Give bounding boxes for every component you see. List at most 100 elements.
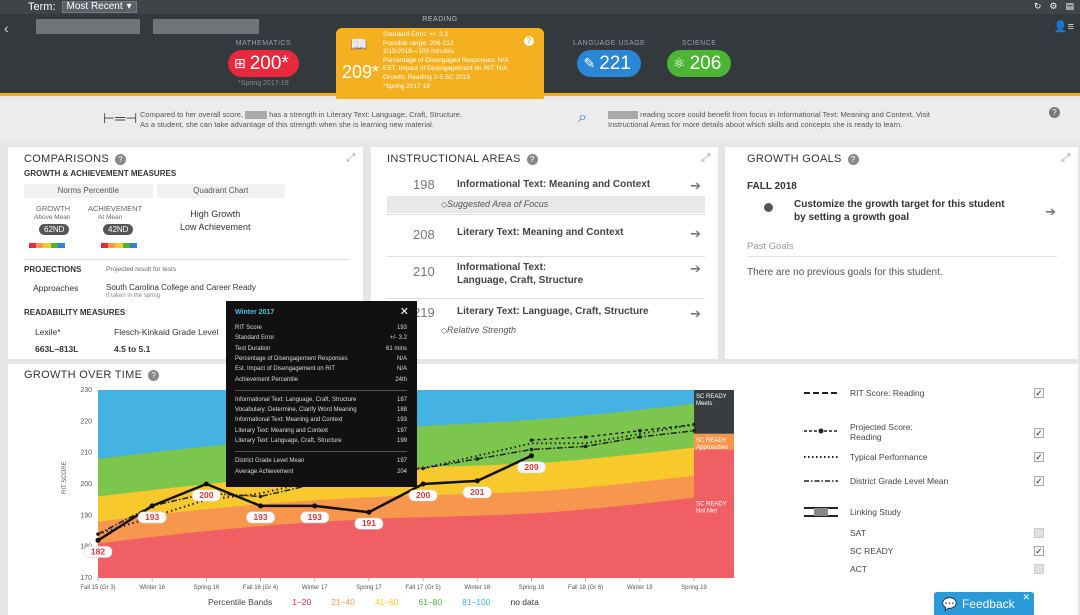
instruction-row[interactable]: 210 Informational Text: Language, Craft,… — [387, 259, 705, 299]
tooltip-row: RIT Score 193 — [235, 325, 407, 331]
back-arrow-icon[interactable]: ‹ — [4, 20, 9, 36]
science-score[interactable]: SCIENCE ⚛ 206 — [667, 40, 732, 77]
rit-range: 219 — [413, 305, 435, 320]
rit-point — [474, 478, 480, 484]
goal-bullet-icon — [764, 203, 773, 212]
checkbox[interactable]: ✓ — [1034, 476, 1044, 486]
checkbox[interactable] — [1034, 528, 1044, 538]
top-bar: Term: Most Recent ▾ ↻ ⚙ ▤ — [0, 0, 1080, 14]
close-icon[interactable]: ✕ — [1022, 592, 1030, 602]
pencil-icon: ✎ — [583, 55, 596, 71]
rit-data-label: 201 — [470, 487, 484, 497]
comparisons-panel: COMPARISONS ? ⤢ GROWTH & ACHIEVEMENT MEA… — [8, 147, 363, 359]
series-point — [529, 447, 534, 452]
tooltip-row: District Grade Level Mean 197 — [235, 458, 407, 465]
rit-point — [366, 509, 372, 515]
y-tick-label: 200 — [80, 481, 92, 488]
student-header: ‹ 👤≡ MATHEMATICS ⊞ 200* *Spring 2017-18 … — [0, 14, 1080, 108]
help-icon[interactable]: ? — [526, 153, 538, 165]
growth-measures-heading: GROWTH & ACHIEVEMENT MEASURES — [24, 169, 177, 178]
checkbox[interactable]: ✓ — [1034, 452, 1044, 462]
x-tick-label: Winter 16 — [139, 585, 165, 591]
arrow-right-icon[interactable]: ➔ — [690, 261, 701, 276]
term-select[interactable]: Most Recent ▾ — [61, 1, 137, 13]
instruction-row[interactable]: 219 Literary Text: Language, Craft, Stru… — [387, 303, 705, 343]
sc-ready-label: SC READY — [696, 438, 727, 444]
instructional-areas-panel: INSTRUCTIONAL AREAS ? ⤢ 198 Informationa… — [371, 147, 718, 359]
band-no-data: no data — [510, 597, 539, 607]
user-menu-icon[interactable]: 👤≡ — [1053, 21, 1074, 33]
series-point — [638, 428, 642, 433]
achievement-swatch — [101, 243, 138, 248]
tab-norms-percentile[interactable]: Norms Percentile — [24, 184, 153, 198]
close-icon[interactable]: ✕ — [399, 306, 409, 318]
goal-name: Literary Text: Language, Craft, Structur… — [457, 306, 649, 317]
help-icon[interactable]: ? — [148, 369, 160, 381]
expand-icon[interactable]: ⤢ — [701, 152, 710, 164]
expand-icon[interactable]: ⤢ — [346, 152, 355, 164]
magnifier-icon: ⌕ — [578, 109, 587, 126]
goal-name: Literary Text: Meaning and Context — [457, 227, 624, 238]
reading-label: READING — [422, 16, 458, 23]
term-select-value: Most Recent — [66, 1, 123, 12]
tooltip-row: Est. Impact of Disengagement on RIT N/A — [235, 366, 407, 373]
instruction-row[interactable]: 198 Informational Text: Meaning and Cont… — [387, 175, 705, 215]
rit-data-label: 209 — [524, 462, 538, 472]
tab-quadrant-chart[interactable]: Quadrant Chart — [156, 184, 285, 198]
help-icon[interactable]: ? — [115, 153, 126, 165]
settings-icon[interactable]: ⚙ — [1049, 1, 1058, 11]
rit-data-label: 193 — [308, 512, 322, 522]
series-point — [258, 494, 263, 499]
refresh-icon[interactable]: ↻ — [1033, 1, 1042, 11]
series-point — [475, 457, 480, 461]
arrow-right-icon[interactable]: ➔ — [690, 226, 701, 241]
y-tick-label: 220 — [80, 418, 92, 425]
arrow-right-icon[interactable]: ➔ — [690, 306, 701, 321]
rit-label-box — [246, 511, 275, 524]
rit-data-label: 200 — [199, 490, 213, 500]
growth-label: GROWTH — [36, 204, 71, 213]
projection-result: Approaches — [33, 283, 79, 293]
help-icon[interactable]: ? — [847, 153, 859, 165]
header-accent-line — [0, 93, 1080, 96]
divider — [235, 389, 407, 391]
projections-sub: Projected result for tests — [106, 266, 177, 273]
checkbox[interactable]: ✓ — [1034, 546, 1044, 556]
projection-test: South Carolina College and Career Ready — [106, 283, 256, 292]
score-tooltip: Winter 2017 ✕ RIT Score 193 Standard Error… — [226, 301, 417, 487]
growth-over-time-panel: GROWTH OVER TIME ? RIT SCORE SC READY Mee… — [8, 364, 1078, 615]
rit-label-box — [408, 489, 438, 502]
x-tick-label: Winter 19 — [627, 585, 653, 591]
help-icon[interactable]: ? — [524, 36, 534, 46]
arrow-right-icon[interactable]: ➔ — [1045, 204, 1056, 219]
past-goals-heading: Past Goals — [747, 241, 1057, 257]
band-1-20 — [98, 497, 694, 578]
rit-range: 198 — [413, 177, 435, 192]
science-score-value: 206 — [689, 52, 722, 74]
checkbox[interactable]: ✓ — [1034, 428, 1044, 438]
checkbox[interactable]: ✓ — [1034, 388, 1044, 398]
series-point — [583, 444, 588, 449]
reading-score-card[interactable]: READING 📖 209* Standard Error: +/- 3.3 P… — [336, 16, 544, 108]
goal-name: Informational Text: Language, Craft, Str… — [457, 262, 584, 286]
checkbox[interactable] — [1034, 564, 1044, 574]
tooltip-title: Winter 2017 — [235, 309, 275, 316]
instruction-row[interactable]: 208 Literary Text: Meaning and Context ➔ — [387, 223, 705, 257]
math-label: MATHEMATICS — [235, 40, 292, 47]
band-61-80: 61–80 — [418, 597, 443, 607]
help-icon[interactable]: ? — [1049, 107, 1060, 118]
feedback-button[interactable]: 💬 Feedback ✕ — [934, 592, 1034, 615]
print-icon[interactable]: ▤ — [1065, 1, 1074, 11]
reading-score-value: 209* — [342, 62, 380, 82]
term-label: Term: — [28, 1, 56, 13]
customize-goal-link[interactable]: Customize the growth target for this stu… — [794, 199, 1005, 223]
arrow-right-icon[interactable]: ➔ — [690, 178, 701, 193]
rit-point — [528, 453, 534, 459]
lexile-value: 663L–813L — [35, 344, 79, 354]
expand-icon[interactable]: ⤢ — [1061, 152, 1070, 164]
focus-text: reading score could benefit from focus i… — [608, 110, 930, 129]
tooltip-row: Percentage of Disengagement Responses N/A — [235, 355, 407, 362]
x-tick-label: Spring 18 — [519, 585, 545, 591]
math-score[interactable]: MATHEMATICS ⊞ 200* *Spring 2017-18 — [228, 40, 299, 87]
language-score[interactable]: LANGUAGE USAGE ✎ 221 — [573, 40, 645, 77]
